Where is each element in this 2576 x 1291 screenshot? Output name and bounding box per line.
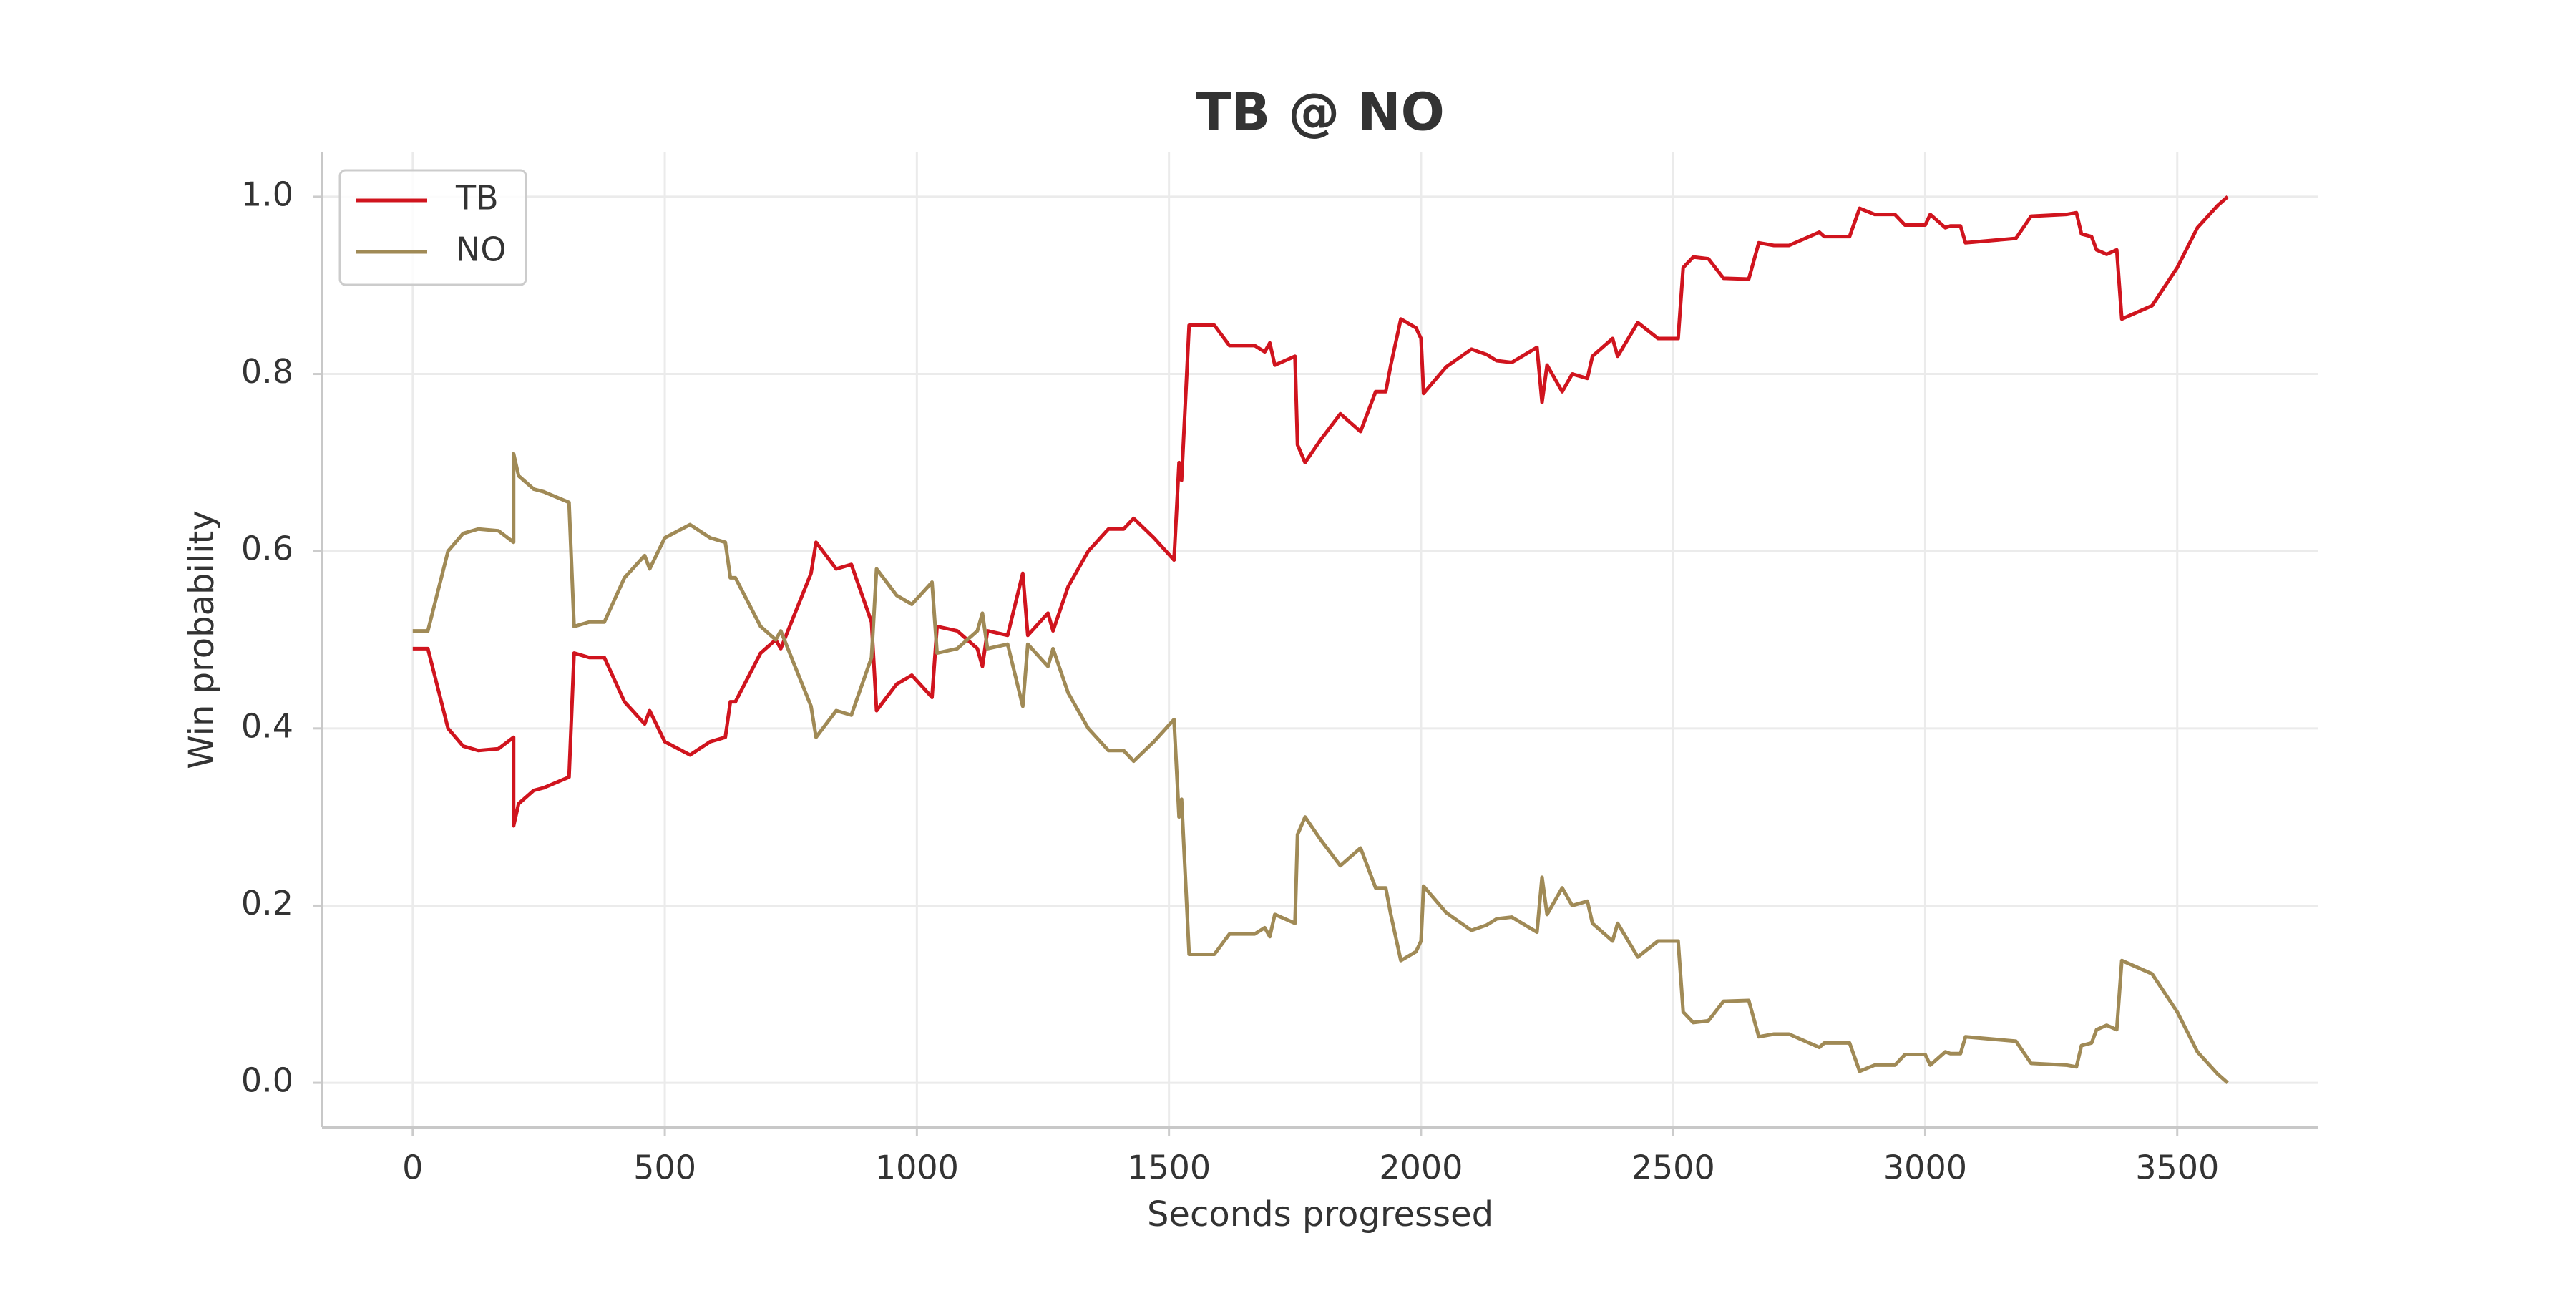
x-tick-label: 1500 (1127, 1149, 1211, 1187)
x-tick-label: 3000 (1883, 1149, 1967, 1187)
line-series (412, 195, 2229, 828)
x-tick-label: 2500 (1631, 1149, 1715, 1187)
y-tick-label: 0.0 (241, 1061, 293, 1100)
legend-label: TB (455, 179, 499, 218)
y-tick-label: 0.8 (241, 352, 293, 391)
line-series (412, 452, 2229, 1084)
x-tick-label: 2000 (1379, 1149, 1463, 1187)
x-tick-label: 1000 (875, 1149, 959, 1187)
y-tick-label: 0.4 (241, 706, 293, 745)
x-tick-label: 0 (402, 1149, 423, 1187)
legend-label: NO (456, 230, 507, 269)
y-tick-label: 0.6 (241, 530, 293, 568)
y-tick-label: 1.0 (241, 175, 293, 213)
x-tick-label: 500 (633, 1149, 696, 1187)
x-tick-label: 3500 (2135, 1149, 2219, 1187)
y-axis-label: Win probability (182, 510, 222, 769)
y-tick-label: 0.2 (241, 884, 293, 922)
x-axis-label: Seconds progressed (1147, 1194, 1493, 1234)
chart-title: TB @ NO (1196, 82, 1445, 142)
